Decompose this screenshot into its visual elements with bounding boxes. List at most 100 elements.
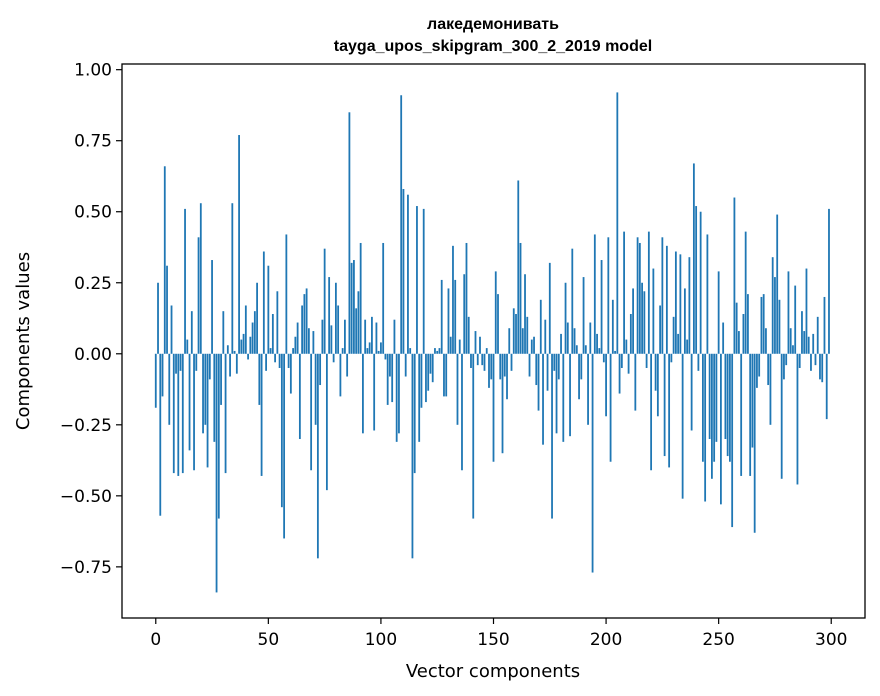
bar-component-16 xyxy=(190,311,193,354)
bar-component-19 xyxy=(197,237,200,354)
bar-component-128 xyxy=(443,353,445,397)
bar-component-142 xyxy=(474,331,477,354)
bar-component-107 xyxy=(395,353,398,442)
bar-component-58 xyxy=(285,234,288,354)
bar-series xyxy=(154,92,830,593)
bar-component-211 xyxy=(629,314,632,354)
y-axis-label: Components values xyxy=(13,252,34,430)
bar-component-135 xyxy=(458,339,461,354)
bar-component-97 xyxy=(373,353,376,431)
bar-component-68 xyxy=(307,328,310,354)
y-tick-label: 0.50 xyxy=(74,203,112,223)
bar-component-74 xyxy=(321,319,324,354)
bar-component-125 xyxy=(436,350,439,354)
bar-component-67 xyxy=(305,288,308,354)
bar-component-195 xyxy=(593,234,596,354)
bar-component-258 xyxy=(735,302,738,354)
bar-component-155 xyxy=(503,353,506,377)
x-tick-label: 250 xyxy=(702,630,734,650)
bar-component-157 xyxy=(508,328,511,354)
bar-component-105 xyxy=(391,353,394,403)
bar-component-115 xyxy=(413,353,416,474)
bar-component-21 xyxy=(202,353,204,434)
bar-component-164 xyxy=(524,274,526,354)
bar-component-265 xyxy=(751,353,754,448)
bar-component-131 xyxy=(449,336,452,354)
bar-component-59 xyxy=(287,353,290,368)
bar-component-77 xyxy=(328,277,331,354)
bar-component-147 xyxy=(485,348,488,354)
bar-component-124 xyxy=(434,348,436,354)
bar-component-259 xyxy=(738,331,740,354)
bar-component-286 xyxy=(798,353,801,368)
bar-component-170 xyxy=(537,353,540,411)
bar-component-299 xyxy=(828,208,830,354)
bar-component-89 xyxy=(355,308,358,354)
bar-component-153 xyxy=(499,353,502,380)
bar-component-236 xyxy=(686,339,689,354)
bar-component-129 xyxy=(445,353,448,397)
bar-component-12 xyxy=(181,353,184,474)
bar-component-76 xyxy=(325,353,328,491)
bar-component-227 xyxy=(665,245,668,354)
bar-component-161 xyxy=(517,180,520,354)
bar-component-207 xyxy=(620,353,623,368)
bar-component-78 xyxy=(330,325,333,354)
bar-component-100 xyxy=(380,342,382,354)
bar-component-86 xyxy=(348,112,351,354)
bar-component-240 xyxy=(695,206,698,354)
bar-component-61 xyxy=(292,348,295,354)
bar-component-257 xyxy=(733,197,736,354)
bar-component-225 xyxy=(661,237,664,354)
bar-component-6 xyxy=(168,353,171,425)
bar-component-270 xyxy=(762,294,765,354)
bar-component-193 xyxy=(589,322,592,354)
bar-component-122 xyxy=(429,353,432,374)
bar-component-171 xyxy=(539,299,542,354)
bar-component-133 xyxy=(454,279,457,354)
bar-component-228 xyxy=(668,353,671,468)
bar-component-262 xyxy=(744,231,747,354)
bar-component-101 xyxy=(382,242,385,354)
x-axis-ticks: 0 50 100 150 200 250 300 xyxy=(150,618,847,650)
bar-component-267 xyxy=(756,353,758,388)
bar-component-18 xyxy=(195,353,198,371)
bar-component-102 xyxy=(384,353,387,360)
bar-component-99 xyxy=(377,350,380,354)
bar-component-294 xyxy=(816,316,819,354)
bar-component-87 xyxy=(350,262,353,354)
bar-component-137 xyxy=(463,274,466,354)
bar-component-103 xyxy=(386,353,389,405)
bar-component-281 xyxy=(787,271,790,354)
bar-component-47 xyxy=(260,353,263,476)
bar-component-84 xyxy=(344,319,346,354)
bar-component-162 xyxy=(519,242,522,354)
bar-component-232 xyxy=(677,333,680,354)
bar-component-233 xyxy=(679,254,682,354)
bar-component-269 xyxy=(760,296,763,354)
bar-component-141 xyxy=(472,353,475,519)
bar-component-198 xyxy=(600,260,603,354)
bar-component-223 xyxy=(656,353,659,417)
bar-component-245 xyxy=(706,234,709,354)
bar-component-234 xyxy=(681,353,684,499)
bar-component-172 xyxy=(542,353,544,445)
bar-component-149 xyxy=(490,353,493,380)
bar-component-15 xyxy=(188,353,191,451)
bar-component-231 xyxy=(674,251,677,354)
bar-component-54 xyxy=(276,291,279,354)
bar-component-203 xyxy=(611,299,614,354)
bar-component-204 xyxy=(614,350,616,354)
bar-component-297 xyxy=(823,296,826,354)
bar-component-213 xyxy=(634,353,637,411)
bar-component-10 xyxy=(177,353,180,476)
bar-component-235 xyxy=(683,288,686,354)
chart-title-word: лакедемонивать xyxy=(427,16,559,33)
bar-component-50 xyxy=(267,265,270,354)
bar-component-283 xyxy=(792,345,794,354)
bar-component-49 xyxy=(265,353,267,371)
x-tick-label: 50 xyxy=(258,630,280,650)
bar-component-144 xyxy=(479,336,481,354)
bar-component-42 xyxy=(249,336,252,354)
